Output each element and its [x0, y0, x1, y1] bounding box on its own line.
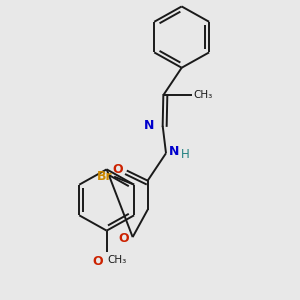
Text: CH₃: CH₃: [107, 256, 127, 266]
Text: O: O: [118, 232, 129, 244]
Text: N: N: [169, 145, 180, 158]
Text: O: O: [112, 163, 123, 176]
Text: H: H: [181, 148, 190, 161]
Text: N: N: [144, 119, 154, 132]
Text: Br: Br: [97, 170, 112, 183]
Text: O: O: [93, 256, 103, 268]
Text: CH₃: CH₃: [193, 90, 213, 100]
